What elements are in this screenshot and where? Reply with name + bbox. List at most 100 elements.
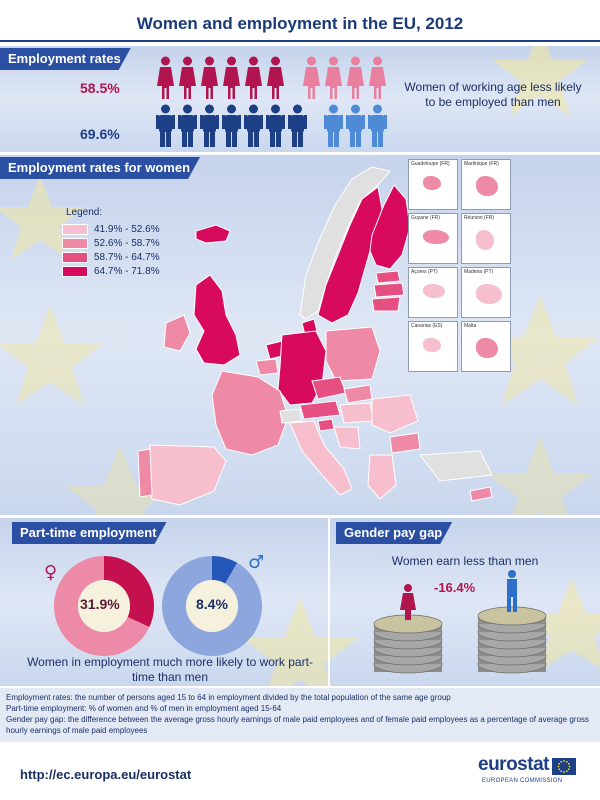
country-romania bbox=[371, 394, 419, 434]
country-cyprus bbox=[469, 486, 493, 502]
map-inset: Martinique (FR) bbox=[461, 159, 511, 210]
flag-star bbox=[558, 768, 561, 771]
employment-rates-section: Employment rates 58.5% 69.6% Women of wo… bbox=[0, 46, 600, 152]
star-background bbox=[492, 46, 588, 116]
woman-icon bbox=[200, 56, 219, 105]
background-star bbox=[486, 435, 594, 515]
man-figure-icon bbox=[507, 570, 517, 612]
women-part-time-donut bbox=[54, 556, 154, 656]
flag-star bbox=[568, 765, 571, 768]
inset-label: Guyane (FR) bbox=[411, 215, 440, 221]
country-portugal bbox=[137, 448, 153, 498]
europe-map bbox=[137, 166, 493, 506]
man-icon bbox=[244, 104, 263, 152]
legend-label: 58.7% - 64.7% bbox=[94, 252, 160, 263]
section-label-employment: Employment rates bbox=[0, 48, 131, 70]
map-background bbox=[0, 166, 600, 515]
map-inset: Malta bbox=[461, 321, 511, 372]
country-italy bbox=[289, 420, 353, 496]
country-hungary bbox=[339, 402, 375, 424]
country-bulgaria bbox=[389, 432, 421, 454]
part-time-donuts: ♀ ♂ bbox=[44, 552, 264, 656]
inset-region-shape bbox=[423, 284, 445, 298]
women-share-slice bbox=[104, 556, 154, 628]
woman-icon bbox=[156, 56, 175, 105]
legend-swatch bbox=[62, 238, 88, 249]
flag-star bbox=[558, 762, 561, 765]
woman-icon bbox=[222, 56, 241, 105]
inset-label: Martinique (FR) bbox=[464, 161, 499, 167]
woman-figure-icon bbox=[400, 584, 416, 620]
country-estonia bbox=[375, 270, 401, 284]
men-share-slice bbox=[212, 556, 238, 584]
legend-label: 41.9% - 52.6% bbox=[94, 224, 160, 235]
definitions-panel: Employment rates: the number of persons … bbox=[0, 688, 600, 742]
background-star bbox=[492, 46, 588, 116]
legend-label: 52.6% - 58.7% bbox=[94, 238, 160, 249]
coin-face bbox=[477, 606, 547, 626]
flag-star bbox=[563, 771, 565, 773]
man-icon bbox=[200, 104, 219, 152]
pay-gap-value: -16.4% bbox=[434, 580, 476, 595]
man-icon bbox=[178, 104, 197, 152]
part-time-note: Women in employment much more likely to … bbox=[27, 655, 313, 684]
eu-flag-icon bbox=[552, 758, 576, 775]
country-spain bbox=[145, 444, 227, 506]
woman-icon bbox=[302, 56, 321, 105]
woman-icon bbox=[324, 56, 343, 105]
country-lithuania bbox=[371, 296, 401, 312]
legend-swatch bbox=[62, 252, 88, 263]
inset-region-shape bbox=[423, 230, 449, 244]
flag-star bbox=[565, 770, 568, 773]
legend-title: Legend: bbox=[66, 207, 103, 218]
woman-icon bbox=[178, 56, 197, 105]
legend-item: 41.9% - 52.6% bbox=[62, 224, 160, 235]
map-inset: Guyane (FR) bbox=[408, 213, 458, 264]
eurostat-link[interactable]: http://ec.europa.eu/eurostat bbox=[20, 767, 192, 782]
definition-employment: Employment rates: the number of persons … bbox=[6, 693, 451, 702]
section-label-pay-gap: Gender pay gap bbox=[336, 522, 452, 544]
country-france bbox=[211, 370, 289, 456]
country-austria bbox=[299, 400, 341, 420]
flag-star bbox=[565, 760, 568, 763]
background-star bbox=[242, 598, 358, 686]
inset-region-shape bbox=[476, 284, 502, 304]
flag-star bbox=[557, 765, 560, 768]
man-icon bbox=[324, 104, 343, 152]
legend-swatch bbox=[62, 266, 88, 277]
inset-region-shape bbox=[423, 176, 441, 190]
country-norway bbox=[299, 166, 391, 320]
parttime-paygap-section: Part-time employment Gender pay gap ♀ ♂ … bbox=[0, 518, 600, 686]
pay-gap-note: Women earn less than men bbox=[391, 554, 539, 568]
man-icon bbox=[222, 104, 241, 152]
legend-items: 41.9% - 52.6% 52.6% - 58.7% 58.7% - 64.7% 6… bbox=[62, 224, 160, 277]
eurostat-logo: eurostat EUROPEAN COMMISSION bbox=[478, 752, 578, 792]
legend-item: 52.6% - 58.7% bbox=[62, 238, 160, 249]
female-symbol-icon: ♀ bbox=[44, 562, 57, 583]
background-star bbox=[480, 295, 600, 405]
country-finland bbox=[369, 184, 411, 270]
logo-wordmark: eurostat bbox=[478, 754, 549, 775]
women-employment-map-section: Employment rates for women Legend: 41.9%… bbox=[0, 155, 600, 515]
man-icon bbox=[266, 104, 285, 152]
women-remainder-slice bbox=[54, 556, 150, 656]
inset-region-shape bbox=[476, 338, 498, 358]
men-remainder-slice bbox=[161, 556, 262, 656]
woman-icon bbox=[244, 56, 263, 105]
map-inset: Canarias (ES) bbox=[408, 321, 458, 372]
page-title: Women and employment in the EU, 2012 bbox=[136, 14, 464, 33]
inset-label: Canarias (ES) bbox=[411, 323, 443, 329]
inset-region-shape bbox=[423, 338, 441, 352]
title-rule bbox=[0, 40, 600, 42]
section-label-part-time: Part-time employment bbox=[12, 522, 167, 544]
map-inset: Madeira (PT) bbox=[461, 267, 511, 318]
country-slovenia bbox=[317, 418, 335, 432]
country-belgium bbox=[255, 358, 279, 376]
background-star bbox=[520, 578, 600, 672]
background-star bbox=[0, 175, 86, 260]
legend-item: 58.7% - 64.7% bbox=[62, 252, 160, 263]
country-switzerland bbox=[279, 408, 303, 424]
women-hole bbox=[78, 580, 130, 632]
woman-icon bbox=[266, 56, 285, 105]
